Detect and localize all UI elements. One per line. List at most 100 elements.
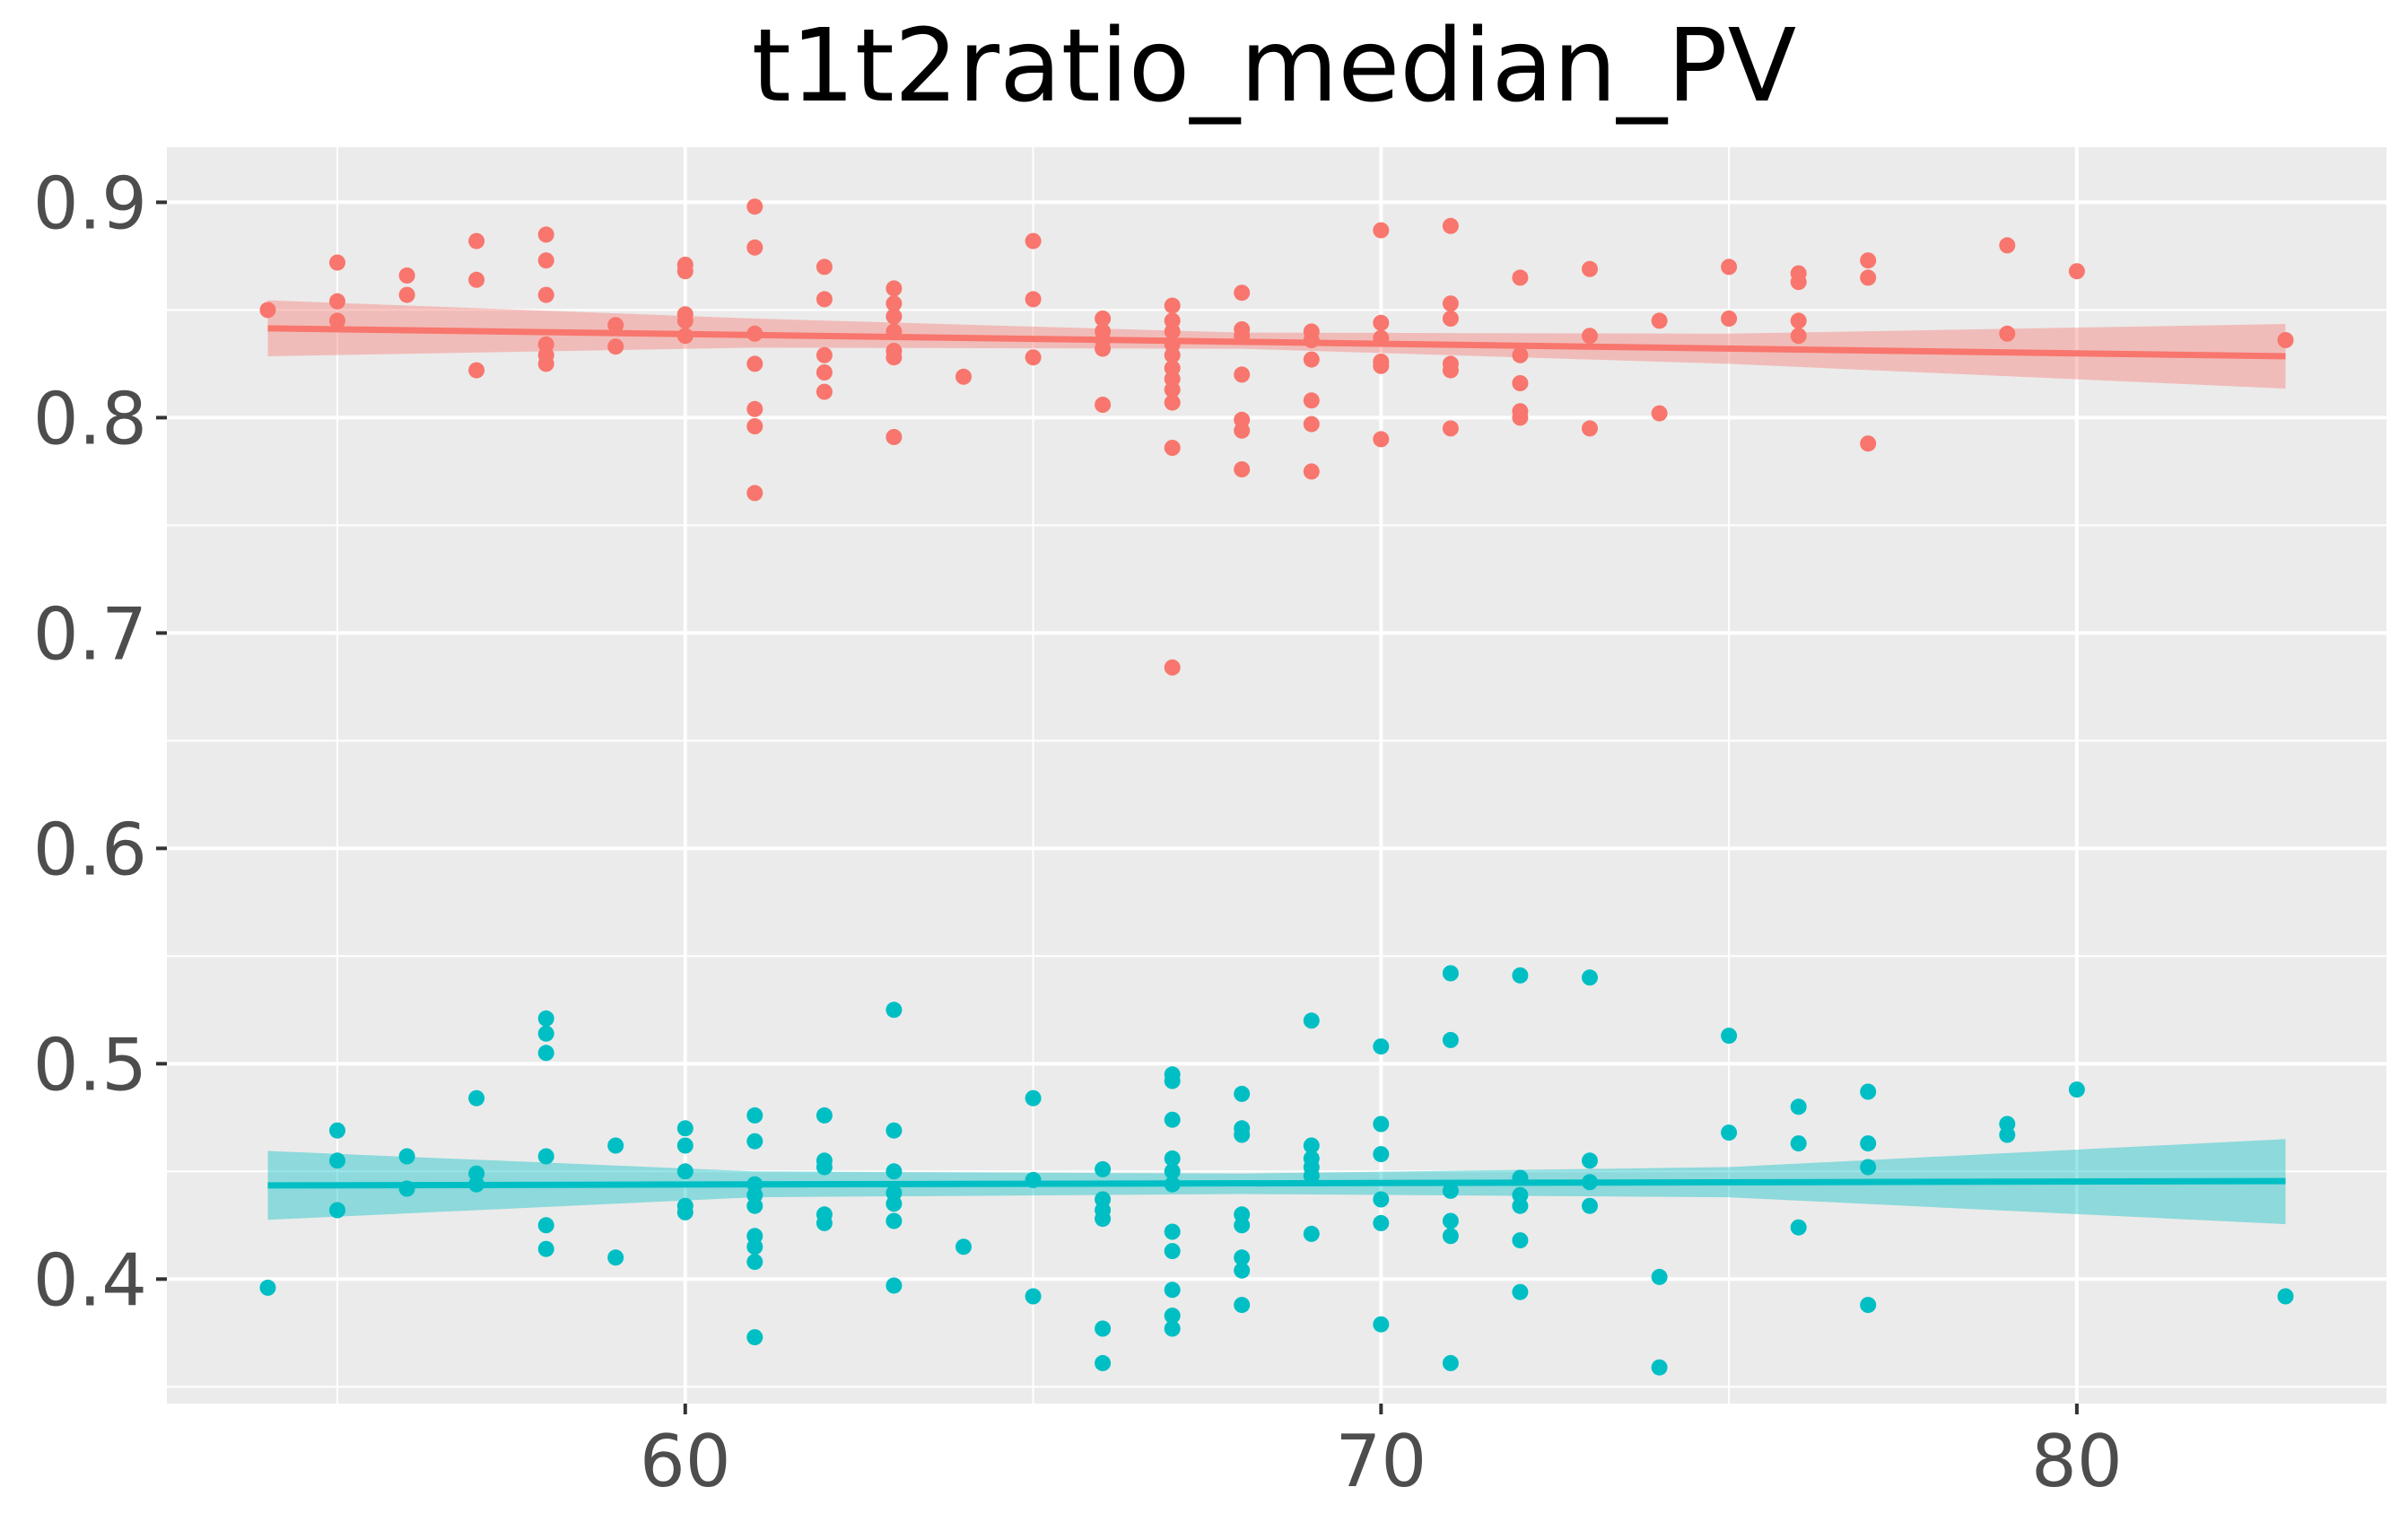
data-point <box>537 1217 554 1234</box>
data-point <box>1860 1297 1877 1314</box>
data-point <box>2068 263 2085 280</box>
data-point <box>607 1137 624 1154</box>
data-point <box>816 1214 833 1231</box>
data-point <box>607 1249 624 1266</box>
data-point <box>1651 1359 1668 1376</box>
data-point <box>1164 1111 1181 1128</box>
data-point <box>1164 1282 1181 1299</box>
data-point <box>1512 967 1529 984</box>
data-point <box>1025 291 1042 308</box>
data-point <box>1442 311 1459 327</box>
data-point <box>1721 311 1738 327</box>
data-point <box>1442 1182 1459 1199</box>
data-point <box>886 1002 903 1019</box>
data-point <box>1373 1316 1390 1333</box>
data-point <box>259 1279 276 1296</box>
data-point <box>1164 381 1181 398</box>
data-point <box>398 286 415 303</box>
data-point <box>1790 328 1807 345</box>
data-point <box>1860 269 1877 286</box>
data-point <box>1790 1135 1807 1152</box>
data-point <box>1512 375 1529 391</box>
data-point <box>746 198 763 215</box>
data-point <box>1373 1146 1390 1163</box>
data-point <box>1373 1115 1390 1133</box>
data-point <box>1095 1320 1112 1337</box>
data-point <box>955 1238 972 1255</box>
data-point <box>1442 1031 1459 1048</box>
data-point <box>816 1159 833 1176</box>
data-point <box>537 1010 554 1027</box>
data-point <box>1164 659 1181 676</box>
data-point <box>1373 1191 1390 1208</box>
data-point <box>537 1045 554 1062</box>
data-point <box>816 1107 833 1124</box>
data-point <box>1164 1163 1181 1180</box>
data-point <box>746 239 763 256</box>
data-point <box>886 1212 903 1229</box>
data-point <box>1373 314 1390 331</box>
data-point <box>1790 1098 1807 1115</box>
data-point <box>1721 1124 1738 1142</box>
data-point <box>1373 1214 1390 1231</box>
y-tick-label: 0.7 <box>33 592 147 676</box>
data-point <box>1025 232 1042 249</box>
x-tick-label: 70 <box>1335 1420 1426 1503</box>
data-point <box>2277 1288 2294 1305</box>
data-point <box>1512 269 1529 286</box>
data-point <box>1164 1320 1181 1337</box>
data-point <box>468 1089 485 1107</box>
data-point <box>746 1329 763 1346</box>
data-point <box>1025 1288 1042 1305</box>
data-point <box>1860 1135 1877 1152</box>
data-point <box>537 355 554 372</box>
data-point <box>1651 312 1668 329</box>
data-point <box>676 1163 694 1180</box>
data-point <box>1999 237 2016 254</box>
data-point <box>468 362 485 379</box>
fit-line-1 <box>267 325 2286 360</box>
data-point <box>1303 1168 1320 1185</box>
data-point <box>1790 312 1807 329</box>
data-point <box>1234 461 1251 477</box>
data-point <box>1512 409 1529 426</box>
data-point <box>746 418 763 434</box>
data-point <box>1303 1137 1320 1154</box>
fit-lines <box>267 325 2286 1189</box>
data-point <box>886 1163 903 1180</box>
data-point <box>746 1107 763 1124</box>
data-point <box>329 312 345 329</box>
data-point <box>676 1137 694 1154</box>
data-point <box>2068 1081 2085 1098</box>
data-point <box>1442 965 1459 982</box>
data-point <box>537 286 554 303</box>
data-point <box>1790 274 1807 291</box>
data-point <box>1582 420 1598 437</box>
x-tick-label: 60 <box>640 1420 731 1503</box>
data-point <box>1303 416 1320 433</box>
data-point <box>886 429 903 445</box>
data-point <box>1512 1232 1529 1249</box>
data-point <box>886 1195 903 1212</box>
data-point <box>746 1254 763 1271</box>
x-tick-label: 80 <box>2031 1420 2123 1503</box>
data-point <box>886 295 903 312</box>
data-point <box>537 226 554 243</box>
data-point <box>1442 420 1459 437</box>
data-point <box>537 1240 554 1257</box>
data-point <box>955 368 972 385</box>
data-point <box>1442 1212 1459 1229</box>
data-point <box>537 1148 554 1165</box>
data-point <box>398 1148 415 1165</box>
data-point <box>1790 1219 1807 1236</box>
data-point <box>468 232 485 249</box>
data-point <box>1373 357 1390 374</box>
data-point <box>816 291 833 308</box>
data-point <box>1860 1083 1877 1100</box>
data-point <box>1234 366 1251 383</box>
data-point <box>746 485 763 502</box>
data-point <box>537 1025 554 1042</box>
data-point <box>1582 260 1598 277</box>
chart-title: t1t2ratio_median_PV <box>752 8 1797 125</box>
